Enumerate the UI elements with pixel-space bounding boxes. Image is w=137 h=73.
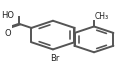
Text: HO: HO xyxy=(1,11,14,20)
Text: Br: Br xyxy=(50,54,59,63)
Text: CH₃: CH₃ xyxy=(95,12,109,21)
Text: O: O xyxy=(4,29,11,38)
